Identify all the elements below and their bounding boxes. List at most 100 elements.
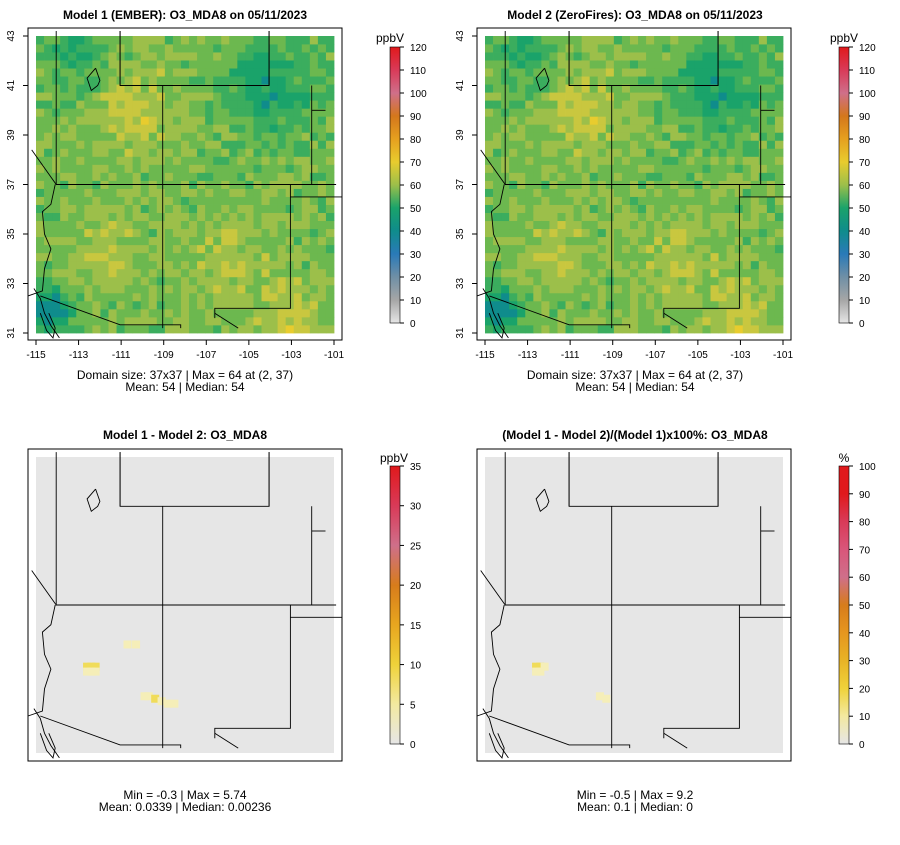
grid-cell xyxy=(670,252,679,262)
grid-cell xyxy=(76,324,85,334)
grid-cell xyxy=(533,68,542,77)
grid-cell xyxy=(742,252,752,262)
grid-cell xyxy=(277,252,287,262)
grid-cell xyxy=(517,236,526,246)
grid-cell xyxy=(581,92,591,101)
grid-cell xyxy=(132,116,142,125)
grid-cell xyxy=(670,172,679,181)
grid-cell xyxy=(621,244,631,254)
grid-cell xyxy=(629,84,639,93)
grid-cell xyxy=(100,52,109,61)
grid-cell xyxy=(702,244,711,254)
grid-cell xyxy=(301,100,311,109)
grid-cell xyxy=(325,148,335,157)
grid-cell xyxy=(124,132,134,141)
grid-cell xyxy=(557,140,566,149)
grid-cell xyxy=(213,52,222,61)
x-tick-label: -101 xyxy=(324,350,344,361)
grid-cell xyxy=(92,220,101,230)
grid-cell xyxy=(253,148,262,157)
grid-cell xyxy=(108,188,117,197)
grid-cell xyxy=(581,76,591,85)
grid-cell xyxy=(726,268,736,278)
grid-cell xyxy=(261,188,270,197)
grid-cell xyxy=(44,84,53,93)
state-boundary-line xyxy=(27,184,56,297)
grid-cell xyxy=(269,108,279,117)
grid-cell xyxy=(525,228,534,238)
grid-cell xyxy=(662,220,671,230)
grid-cell xyxy=(710,116,719,125)
grid-cell xyxy=(237,140,246,149)
grid-cell xyxy=(654,108,663,117)
grid-cell xyxy=(309,324,319,334)
grid-cell xyxy=(245,132,254,141)
grid-cell xyxy=(589,252,599,262)
grid-cell xyxy=(686,156,695,165)
grid-cell xyxy=(509,268,518,278)
grid-cell xyxy=(189,244,198,254)
grid-cell xyxy=(581,60,591,69)
legend-tick-label: 40 xyxy=(410,227,422,238)
grid-cell xyxy=(629,284,639,294)
grid-cell xyxy=(613,260,623,270)
grid-cell xyxy=(124,124,134,133)
grid-cell xyxy=(285,164,295,173)
grid-cell xyxy=(76,140,85,149)
x-tick-label: -105 xyxy=(688,350,708,361)
grid-cell xyxy=(758,140,768,149)
grid-cell xyxy=(269,116,279,125)
grid-cell xyxy=(686,220,695,230)
grid-cell xyxy=(172,108,182,117)
grid-cell xyxy=(718,276,728,286)
grid-cell xyxy=(525,196,534,205)
grid-cell xyxy=(557,164,566,173)
grid-cell xyxy=(605,276,615,286)
grid-cell xyxy=(108,260,117,270)
grid-cell xyxy=(52,236,61,246)
grid-cell xyxy=(678,268,687,278)
grid-cell xyxy=(189,324,198,334)
grid-cell xyxy=(253,116,262,125)
grid-cell xyxy=(253,260,262,270)
grid-cell xyxy=(205,276,214,286)
grid-cell xyxy=(164,132,174,141)
coastline xyxy=(86,67,101,92)
grid-cell xyxy=(485,140,494,149)
grid-cell xyxy=(229,140,238,149)
grid-cell xyxy=(565,268,574,278)
legend-tick-label: 60 xyxy=(859,573,871,584)
grid-cell xyxy=(197,156,206,165)
legend-tick-label: 60 xyxy=(410,181,422,192)
legend-bar xyxy=(838,46,850,324)
legend-tick-label: 10 xyxy=(410,661,422,672)
grid-cell xyxy=(180,44,190,53)
grid-cell xyxy=(213,268,222,278)
grid-cell xyxy=(213,308,222,318)
grid-cell xyxy=(60,308,69,318)
grid-cell xyxy=(485,252,494,262)
grid-cell xyxy=(549,244,558,254)
grid-cell xyxy=(132,76,142,85)
grid-cell xyxy=(277,236,287,246)
grid-cell xyxy=(76,92,85,101)
grid-cell xyxy=(60,204,69,213)
grid-cell xyxy=(68,284,77,294)
grid-cell xyxy=(525,36,534,45)
grid-cell xyxy=(269,252,279,262)
grid-cell xyxy=(541,164,550,173)
grid-cell xyxy=(277,116,287,125)
grid-cell xyxy=(501,276,510,286)
grid-cell xyxy=(44,172,53,181)
grid-cell xyxy=(229,212,238,222)
grid-cell xyxy=(285,236,295,246)
legend-tick-label: 15 xyxy=(410,621,422,632)
grid-cell xyxy=(670,36,679,45)
grid-cell xyxy=(621,308,631,318)
legend-tick-label: 90 xyxy=(859,490,871,501)
grid-cell xyxy=(309,116,319,125)
grid-cell xyxy=(629,236,639,246)
grid-cell xyxy=(702,172,711,181)
grid-cell xyxy=(734,44,744,53)
grid-cell xyxy=(485,100,494,109)
